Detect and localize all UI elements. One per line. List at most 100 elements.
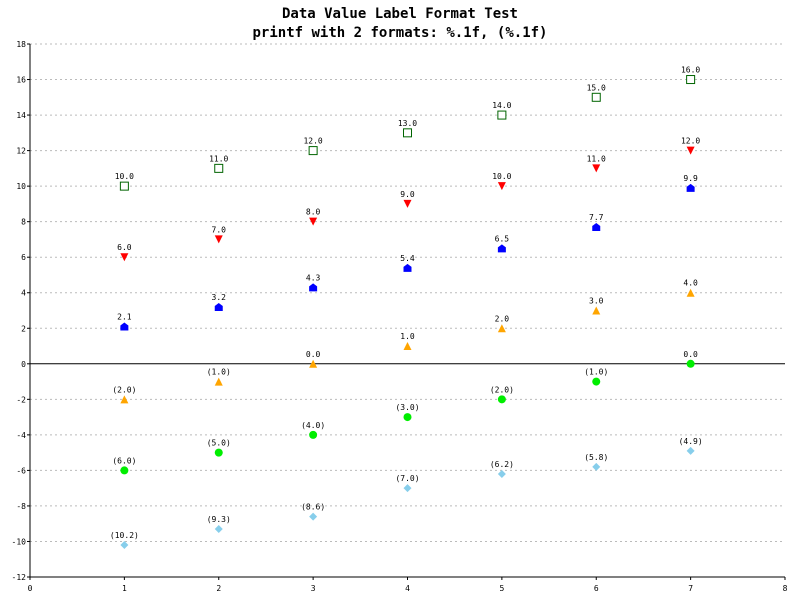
data-label: 3.2 [212, 293, 227, 302]
data-label: (3.0) [395, 403, 419, 412]
data-point [403, 342, 412, 351]
data-label: (4.0) [301, 421, 325, 430]
data-point [120, 466, 129, 475]
data-point [120, 322, 129, 331]
data-label: (5.8) [584, 453, 608, 462]
y-tick-label: -2 [16, 395, 26, 404]
x-tick-label: 4 [405, 584, 410, 593]
data-label: (1.0) [584, 368, 608, 377]
data-label: 4.0 [683, 279, 698, 288]
data-point [120, 395, 129, 404]
data-label: 10.0 [492, 172, 511, 181]
data-label: 7.7 [589, 213, 604, 222]
data-point [686, 183, 695, 192]
x-tick-label: 0 [28, 584, 33, 593]
data-point [686, 146, 695, 155]
data-point [309, 512, 318, 521]
data-label: 12.0 [303, 137, 322, 146]
data-point [120, 541, 129, 550]
chart-subtitle: printf with 2 formats: %.1f, (%.1f) [252, 25, 547, 41]
data-point [403, 263, 412, 272]
data-point [497, 110, 507, 120]
y-tick-label: 16 [16, 76, 26, 85]
x-tick-label: 5 [499, 584, 504, 593]
y-tick-label: -4 [16, 431, 26, 440]
data-point [309, 283, 318, 292]
data-point [309, 217, 318, 226]
data-label: 8.0 [306, 208, 321, 217]
data-label: 2.0 [495, 314, 510, 323]
data-label: 14.0 [492, 101, 511, 110]
data-point [497, 182, 506, 191]
data-label: (1.0) [207, 368, 231, 377]
data-point [686, 75, 696, 85]
data-label: (7.0) [395, 474, 419, 483]
data-point [403, 413, 412, 422]
data-point [591, 92, 601, 102]
data-point [592, 222, 601, 231]
x-tick-label: 7 [688, 584, 693, 593]
y-tick-label: 2 [21, 324, 26, 333]
data-point [497, 469, 506, 478]
data-label: 5.4 [400, 254, 415, 263]
y-tick-label: -6 [16, 466, 26, 475]
data-label: 16.0 [681, 66, 700, 75]
x-tick-label: 2 [216, 584, 221, 593]
x-tick-label: 1 [122, 584, 127, 593]
data-label: 6.5 [495, 234, 510, 243]
data-label: 4.3 [306, 273, 321, 282]
data-label: 13.0 [398, 119, 417, 128]
data-layer: 10.0 11.0 12.0 13.0 14.0 15.0 16.0 6.0 7.0 8.0 9.0… [110, 66, 703, 550]
data-point [120, 253, 129, 262]
y-tick-label: -8 [16, 502, 26, 511]
y-tick-label: 6 [21, 253, 26, 262]
grid-layer [30, 43, 785, 578]
data-point [214, 525, 223, 534]
data-point [403, 128, 412, 138]
data-point [686, 288, 695, 297]
data-point [308, 146, 318, 156]
data-point [119, 181, 129, 191]
data-label: 1.0 [400, 332, 415, 341]
data-point [592, 306, 601, 315]
data-point [686, 359, 695, 368]
data-label: 3.0 [589, 297, 604, 306]
y-tick-label: 12 [16, 147, 26, 156]
data-label: (4.9) [679, 437, 703, 446]
data-label: (8.6) [301, 503, 325, 512]
data-label: (5.0) [207, 439, 231, 448]
data-label: (2.0) [112, 385, 136, 394]
data-label: (6.0) [112, 456, 136, 465]
data-label: 12.0 [681, 137, 700, 146]
data-point [214, 377, 223, 386]
y-tick-label: 0 [21, 360, 26, 369]
chart-title: Data Value Label Format Test [282, 6, 518, 22]
data-label: 10.0 [115, 172, 134, 181]
data-label: 9.0 [400, 190, 415, 199]
data-point [592, 462, 601, 471]
data-point [403, 199, 412, 208]
data-label: 9.9 [683, 174, 698, 183]
y-tick-label: -10 [12, 537, 27, 546]
data-label: 15.0 [587, 83, 606, 92]
x-tick-label: 6 [594, 584, 599, 593]
data-label: (6.2) [490, 460, 514, 469]
data-point [214, 448, 223, 457]
data-point [497, 244, 506, 253]
data-label: (2.0) [490, 385, 514, 394]
data-label: (10.2) [110, 531, 139, 540]
y-tick-label: 10 [16, 182, 26, 191]
data-label: 0.0 [306, 350, 321, 359]
data-label: 2.1 [117, 312, 132, 321]
x-tick-label: 3 [311, 584, 316, 593]
data-point [497, 395, 506, 404]
data-label: 0.0 [683, 350, 698, 359]
data-point [309, 430, 318, 439]
data-point [497, 324, 506, 333]
data-label: 6.0 [117, 243, 132, 252]
data-point [592, 377, 601, 386]
y-tick-label: 8 [21, 218, 26, 227]
data-label: (9.3) [207, 515, 231, 524]
